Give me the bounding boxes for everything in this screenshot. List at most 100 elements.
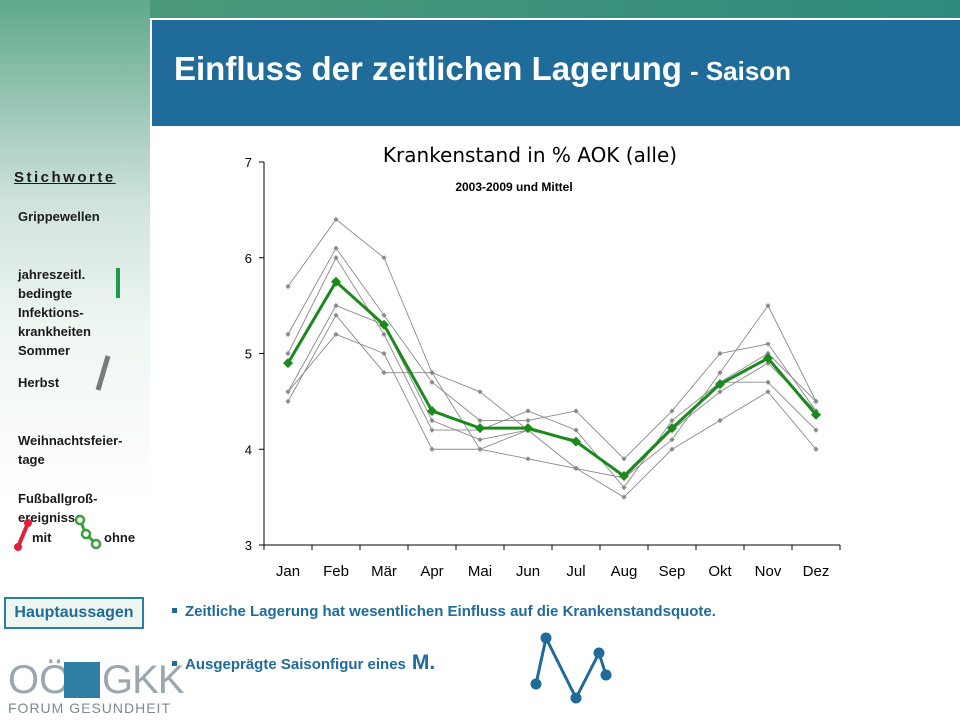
chart-plot-area (283, 216, 821, 500)
data-point (621, 456, 627, 462)
data-point (669, 437, 675, 443)
x-tick-label: Mai (468, 563, 492, 580)
logo-square (64, 662, 100, 698)
series-line-5 (287, 314, 817, 498)
logo-text-bottom: FORUM GESUNDHEIT (8, 700, 171, 716)
data-point (477, 437, 483, 443)
bullet-2-text: Ausgeprägte Saisonfigur eines (185, 656, 406, 673)
series-line-6 (287, 333, 817, 479)
series-line-1 (287, 218, 817, 479)
data-point (333, 216, 339, 223)
data-point-mittel (715, 379, 725, 390)
keyword-label: Grippewellen (18, 209, 100, 224)
ohne-icon-dot (90, 538, 102, 550)
data-point-mittel (283, 358, 293, 369)
data-point (429, 379, 435, 385)
up-arrow-icon (95, 355, 111, 391)
x-tick-label: Jul (566, 563, 585, 580)
y-tick-label: 7 (245, 155, 252, 170)
data-point (669, 446, 675, 452)
x-tick-label: Jun (516, 563, 540, 580)
keyword-label: Herbst (18, 375, 60, 390)
data-point-mittel (619, 471, 629, 482)
logo-text-right: GKK (102, 658, 184, 702)
data-point (669, 417, 675, 424)
title-sub: - Saison (689, 56, 792, 86)
m-shape-dot (600, 669, 612, 681)
data-point (333, 303, 339, 309)
m-shape-dot (593, 647, 605, 659)
data-point (525, 456, 531, 462)
data-point (285, 398, 291, 404)
bullet-1: Zeitliche Lagerung hat wesentlichen Einf… (172, 603, 716, 620)
keyword-label: Weihnachtsfeier- tage (18, 433, 123, 467)
title-banner (152, 20, 960, 126)
data-point (381, 331, 387, 337)
data-point-mittel (427, 405, 437, 416)
data-point (765, 389, 771, 395)
chart-subtitle: 2003-2009 und Mittel (455, 180, 572, 194)
x-tick-label: Feb (323, 563, 349, 580)
x-tick-label: Nov (755, 563, 782, 580)
data-point (717, 417, 723, 424)
m-shape-line (534, 633, 608, 702)
data-point (525, 417, 531, 424)
bullet-marker (172, 660, 177, 666)
data-point (573, 408, 579, 414)
up-arrow-shaft (95, 355, 111, 391)
data-point (333, 312, 339, 318)
keyword-label: Fußballgroß- ereignisse (18, 491, 98, 525)
mit-icon (14, 519, 32, 551)
data-point (285, 389, 291, 395)
data-point (381, 370, 387, 376)
data-point (429, 370, 435, 376)
page-title: Einfluss der zeitlichen Lagerung - Saison (174, 50, 791, 88)
data-point (717, 350, 723, 357)
data-point-mittel (763, 353, 773, 364)
keyword-herbst[interactable]: Herbst (18, 373, 59, 392)
keyword-fussballgrossereignisse[interactable]: Fußballgroß- ereignisse (18, 470, 97, 527)
data-point (381, 350, 387, 357)
data-point (333, 255, 339, 261)
data-point (813, 398, 819, 404)
data-point (717, 389, 723, 395)
x-tick-label: Jan (276, 563, 300, 580)
data-point (381, 312, 387, 318)
data-point (429, 417, 435, 424)
y-tick-label: 3 (245, 538, 252, 553)
mit-icon-line (16, 522, 30, 548)
ohne-label: ohne (104, 530, 136, 545)
keyword-infektionskrankheiten[interactable]: jahreszeitl. bedingte Infektions- krankh… (18, 246, 91, 341)
y-tick-label: 5 (245, 347, 252, 362)
keyword-label: jahreszeitl. bedingte Infektions- krankh… (18, 267, 91, 339)
mit-icon-dot (14, 543, 22, 551)
data-point (285, 350, 291, 357)
data-point-mittel (331, 276, 341, 287)
m-shape-dot (570, 692, 582, 704)
mit-label: mit (32, 530, 52, 545)
keyword-grippewellen[interactable]: Grippewellen (18, 207, 100, 226)
data-point (477, 417, 483, 424)
m-shape-dot (530, 678, 542, 690)
data-point (573, 427, 579, 433)
keyword-weihnachtsfeiertage[interactable]: Weihnachtsfeier- tage (18, 412, 123, 469)
data-point-mittel (475, 423, 485, 434)
keyword-label: Sommer (18, 343, 71, 358)
title-main: Einfluss der zeitlichen Lagerung (174, 50, 682, 87)
x-tick-label: Dez (803, 563, 830, 580)
keyword-sommer[interactable]: Sommer (18, 341, 70, 360)
ohne-icon-dot (74, 514, 86, 526)
data-point (765, 341, 771, 347)
bullet-2: Ausgeprägte Saisonfigur eines M. (172, 651, 435, 675)
hauptaussagen-button[interactable]: Hauptaussagen (4, 597, 144, 629)
chart-axes: 3 4 5 6 7 Jan Feb Mär Apr Mai Jun Jul Aug Sep Okt Nov De… (245, 155, 841, 580)
y-tick-label: 4 (245, 442, 252, 457)
data-point (813, 446, 819, 452)
x-tick-label: Aug (611, 563, 638, 580)
m-shape-dot (540, 632, 552, 644)
data-point (285, 283, 291, 290)
series-line-2 (287, 247, 817, 460)
data-point-mittel (667, 423, 677, 434)
series-line-4 (287, 305, 817, 479)
data-point-mittel (571, 436, 581, 447)
